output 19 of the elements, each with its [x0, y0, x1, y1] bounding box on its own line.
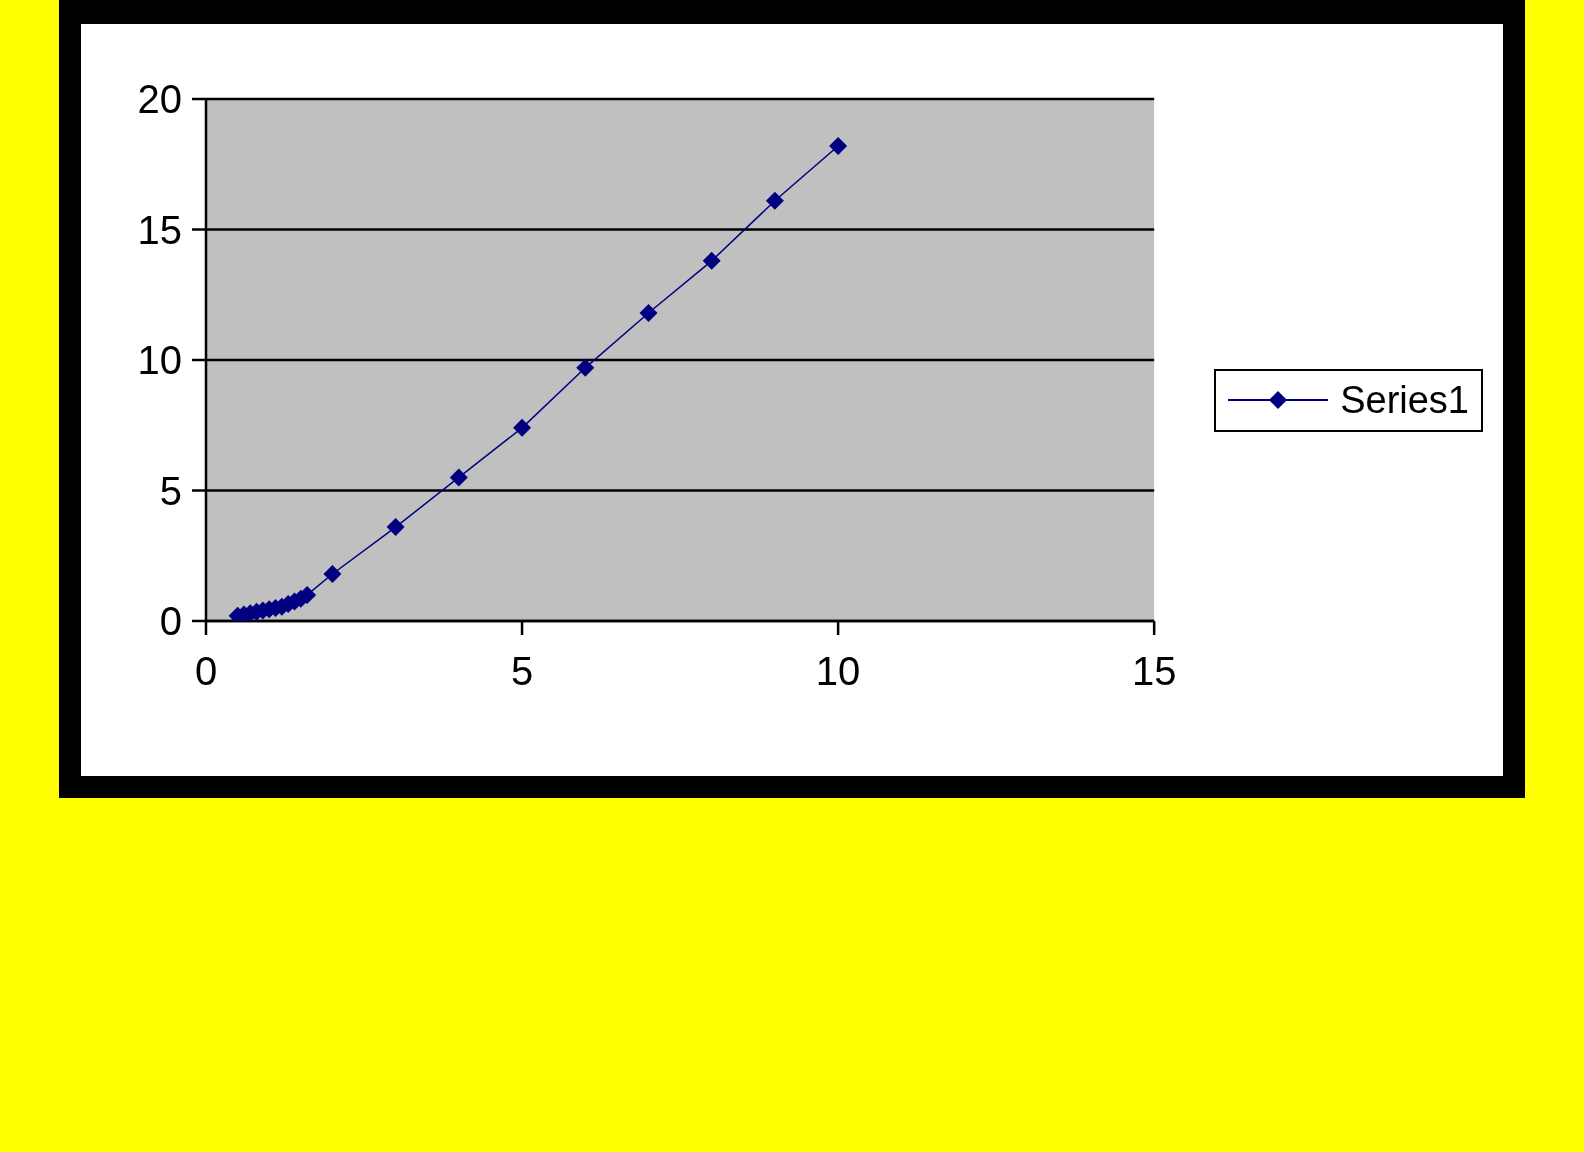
point — [513, 418, 532, 437]
point — [323, 565, 342, 584]
legend-label: Series1 — [1340, 378, 1469, 422]
x-tick-label: 15 — [1131, 649, 1177, 694]
y-tick-label: 20 — [137, 77, 182, 122]
point — [765, 191, 784, 210]
y-tick-label: 15 — [137, 207, 182, 252]
x-tick-label: 10 — [815, 649, 861, 694]
point — [386, 518, 405, 537]
y-tick-label: 5 — [159, 468, 182, 513]
x-tick-label: 5 — [510, 649, 534, 694]
point — [829, 136, 848, 155]
point — [702, 251, 721, 270]
point — [639, 304, 658, 323]
x-tick-label: 0 — [194, 649, 218, 694]
y-tick-label: 0 — [159, 599, 182, 644]
point — [449, 468, 468, 487]
y-tick-label: 10 — [137, 338, 182, 383]
point — [576, 358, 595, 377]
